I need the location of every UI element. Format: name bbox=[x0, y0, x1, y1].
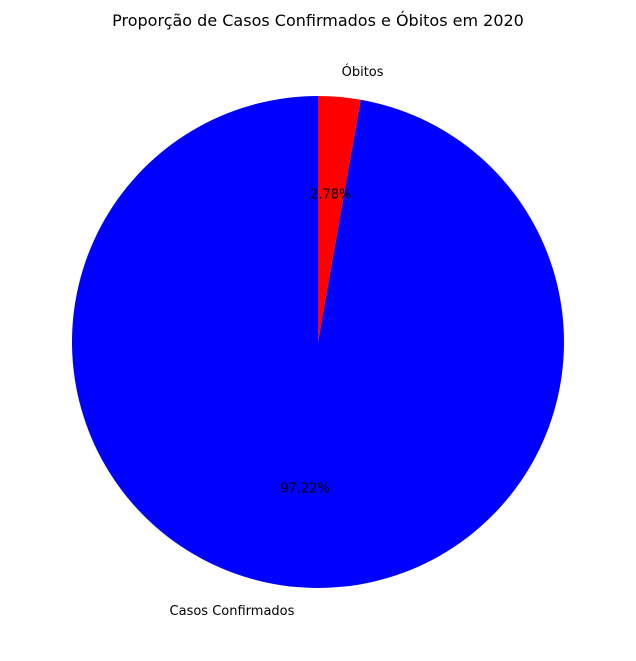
chart-title: Proporção de Casos Confirmados e Óbitos … bbox=[112, 11, 524, 30]
slice-percent-obitos: 2.78% bbox=[310, 187, 351, 202]
pie-slice-casos-confirmados bbox=[71, 96, 564, 588]
slice-label-casos-confirmados: Casos Confirmados bbox=[170, 604, 295, 619]
pie-slice-obitos bbox=[318, 96, 361, 342]
pie-labels: Casos Confirmados 97.22% Óbitos 2.78% bbox=[170, 64, 384, 619]
slice-label-obitos: Óbitos bbox=[342, 64, 384, 80]
pie-slices bbox=[71, 96, 564, 588]
slice-percent-casos-confirmados: 97.22% bbox=[280, 482, 330, 497]
